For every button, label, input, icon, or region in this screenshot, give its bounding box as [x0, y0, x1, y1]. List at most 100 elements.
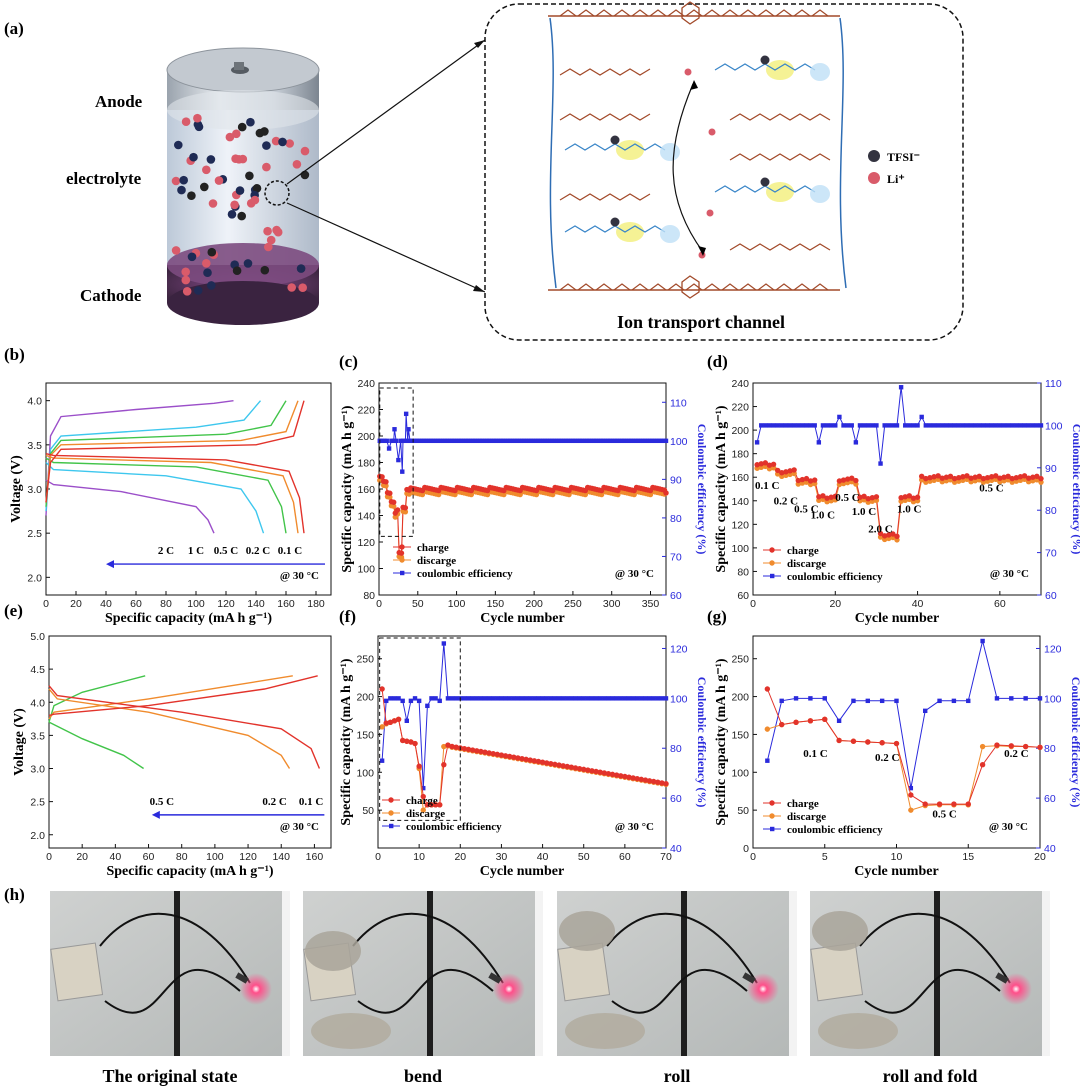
- charge-point: [890, 531, 896, 537]
- ce-point: [828, 423, 834, 428]
- charge-point: [618, 773, 624, 779]
- led-clip: [488, 972, 502, 984]
- charge-point: [613, 772, 620, 778]
- y-tick-label: 160: [357, 484, 375, 496]
- charge-point: [898, 495, 904, 501]
- zoom-line-bottom: [286, 202, 486, 293]
- ce-point: [966, 698, 971, 704]
- tfsi-ion: [187, 191, 196, 200]
- wire-bottom: [357, 968, 494, 1014]
- panel-b-label: (b): [4, 345, 25, 364]
- charge-point: [379, 686, 385, 692]
- tfsi-ion: [174, 140, 183, 150]
- charge-point: [482, 749, 488, 755]
- ce-point: [466, 696, 471, 701]
- y2-tick-label: 100: [670, 693, 688, 705]
- ce-point: [605, 438, 611, 444]
- led-clip: [995, 972, 1009, 984]
- charge-point: [844, 476, 851, 482]
- ce-point: [454, 438, 459, 444]
- pyridine-ring: [681, 1, 700, 25]
- ce-point: [861, 423, 867, 428]
- charge-point: [552, 761, 558, 768]
- ce-point: [461, 438, 466, 444]
- tfsi-ion: [255, 128, 265, 138]
- ce-point: [663, 696, 669, 701]
- pendant-chain: [559, 193, 651, 201]
- ce-point: [526, 438, 531, 444]
- charge-point: [469, 747, 476, 753]
- ce-point: [398, 438, 403, 444]
- ce-point: [503, 696, 508, 701]
- charge-point: [766, 462, 773, 468]
- chain-zigzag: [757, 283, 775, 291]
- charge-point: [853, 477, 859, 484]
- charge-point: [828, 494, 834, 500]
- ce-point: [600, 438, 606, 444]
- li-ion: [300, 146, 310, 156]
- y-tick-label: 200: [357, 431, 375, 443]
- charge-point: [908, 792, 914, 798]
- ce-point: [456, 438, 462, 444]
- charge-point: [391, 499, 397, 505]
- rate-label: 0.5 C: [979, 482, 1004, 494]
- charge-point: [820, 493, 826, 499]
- ce-point: [614, 696, 619, 701]
- ce-point: [589, 696, 595, 701]
- legend-marker: [769, 800, 775, 806]
- charge-curve: [48, 675, 146, 723]
- chain-zigzag: [811, 9, 829, 17]
- charge-point: [1008, 743, 1014, 749]
- ce-point: [524, 438, 529, 444]
- charge-point: [523, 756, 529, 763]
- chain-zigzag: [703, 9, 721, 17]
- ce-point: [631, 438, 636, 444]
- y-tick-label: 200: [356, 692, 374, 704]
- y2-tick-label: 60: [670, 793, 682, 805]
- discharge-point: [908, 807, 914, 813]
- ce-point: [570, 438, 576, 444]
- ce-point: [575, 438, 580, 444]
- pendant-chain: [559, 68, 651, 76]
- li-legend-label: Li⁺: [887, 172, 905, 186]
- x-axis-title: Specific capacity (mA h g⁻¹): [105, 611, 272, 626]
- charge-point: [893, 740, 900, 747]
- photo-edge: [1042, 891, 1050, 1056]
- rate-label: 0.1 C: [803, 748, 828, 760]
- ce-point: [468, 438, 473, 444]
- ce-point: [514, 438, 520, 444]
- discharge-point: [387, 494, 393, 500]
- charge-point: [988, 474, 995, 480]
- y-tick-label: 160: [731, 472, 749, 484]
- ce-point: [477, 438, 483, 444]
- x-tick-label: 160: [277, 598, 295, 610]
- photo-2: [303, 891, 543, 1056]
- ce-point: [618, 696, 623, 701]
- rate-arrow-head: [106, 560, 114, 569]
- charge-point: [865, 495, 871, 502]
- charge-point: [979, 762, 986, 768]
- ce-point: [635, 696, 640, 701]
- tfsi-ion: [207, 281, 216, 290]
- ce-point: [771, 423, 776, 428]
- charge-point: [1005, 473, 1011, 479]
- ce-point: [581, 696, 586, 701]
- y2-tick-label: 90: [1045, 463, 1057, 475]
- ce-point: [874, 423, 879, 428]
- panel-b: (b) 0 20 40 60 80 100 120 140 160 180 2.0 2.5 3.0 3.5 4…: [4, 345, 332, 626]
- charge-point: [754, 462, 760, 468]
- ce-point: [389, 438, 394, 444]
- ce-point: [647, 438, 652, 444]
- charge-point: [922, 801, 928, 807]
- li-ion: [708, 128, 716, 136]
- charge-point: [824, 495, 830, 501]
- y-tick-label: 4.5: [30, 664, 45, 676]
- ce-point: [559, 438, 564, 444]
- discharge-point: [391, 503, 397, 509]
- ce-point: [617, 438, 622, 444]
- ce-point: [417, 438, 422, 444]
- table-gap: [681, 891, 687, 1056]
- panel-a-label: (a): [4, 19, 24, 38]
- wire-bottom: [104, 968, 241, 1014]
- y-tick-label: 3.0: [27, 484, 42, 496]
